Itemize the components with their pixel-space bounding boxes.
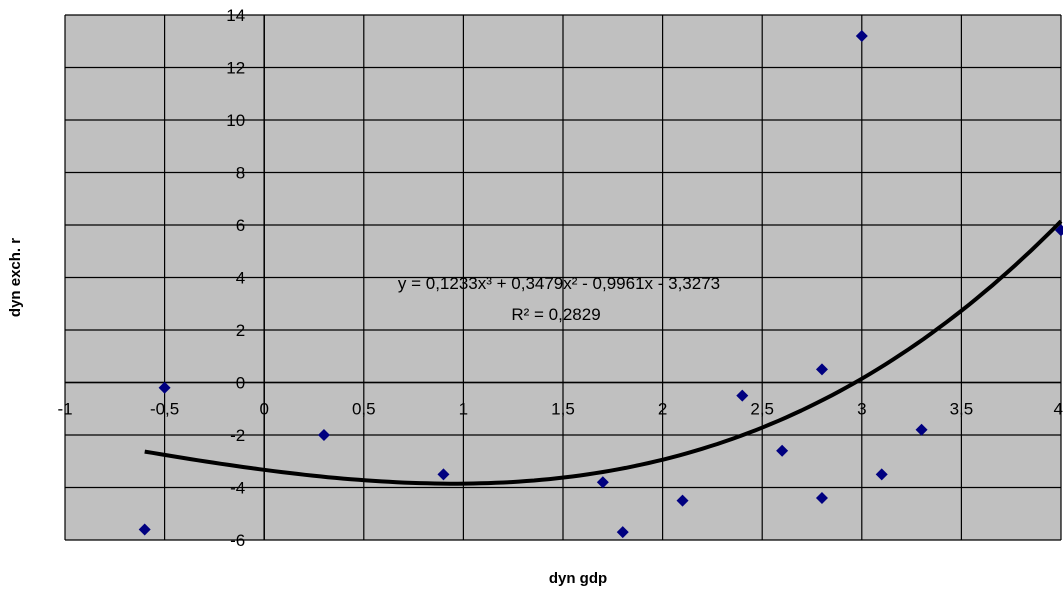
x-tick-label: 0 [259,400,268,419]
trendline-equation: y = 0,1233x³ + 0,3479x² - 0,9961x - 3,32… [398,274,720,293]
y-tick-label: 0 [236,374,245,393]
data-point-marker [815,363,828,376]
data-point-marker [138,523,151,536]
y-tick-label: -6 [230,531,245,550]
data-point-marker [875,468,888,481]
y-tick-label: -4 [230,479,245,498]
data-point-marker [736,389,749,402]
data-point-marker [815,492,828,504]
data-point-marker [596,476,609,489]
x-tick-labels: -1 -0,5 0 0,5 1 1,5 2 2,5 3 3,5 4 [57,400,1063,419]
data-point-marker [437,468,450,481]
data-point-marker [855,30,868,42]
r-squared-label: R² = 0,2829 [511,305,600,324]
data-point-marker [676,494,689,507]
y-tick-label: 12 [226,59,245,78]
y-tick-labels: -6 -4 -2 0 2 4 6 8 10 12 14 [226,6,245,550]
trendline [144,219,1063,486]
x-tick-label: -1 [57,400,72,419]
data-point-marker [317,429,330,441]
x-tick-label: 2,5 [750,400,774,419]
x-tick-label: -0,5 [150,400,179,419]
data-point-marker [616,526,629,539]
x-tick-label: 3,5 [950,400,974,419]
x-tick-label: 1 [459,400,468,419]
data-point-marker [158,381,171,394]
x-tick-label: 2 [658,400,667,419]
y-tick-label: 8 [236,164,245,183]
y-axis-title: dyn exch. r [7,238,24,317]
y-tick-label: 14 [226,6,245,25]
data-point-marker [1055,224,1063,237]
x-tick-label: 3 [857,400,866,419]
y-tick-label: -2 [230,426,245,445]
data-points [138,30,1063,539]
y-tick-label: 6 [236,216,245,235]
x-tick-label: 0,5 [352,400,376,419]
data-point-marker [915,423,928,436]
x-tick-label: 1,5 [551,400,575,419]
x-tick-label: 4 [1054,400,1063,419]
y-tick-label: 2 [236,321,245,340]
data-point-marker [776,444,789,457]
x-axis-title: dyn gdp [549,570,607,587]
grid-lines [64,14,1062,541]
y-tick-label: 10 [226,111,245,130]
y-tick-label: 4 [236,269,245,288]
